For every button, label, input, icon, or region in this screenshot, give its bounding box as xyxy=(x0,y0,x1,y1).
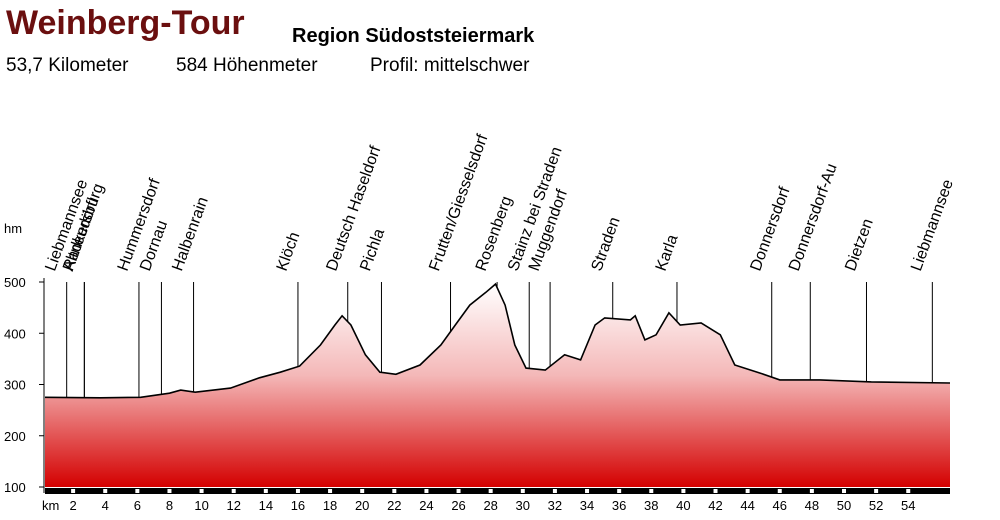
place-label: Pichla xyxy=(357,227,388,274)
place-label: Karla xyxy=(653,232,682,273)
x-tick-label: 36 xyxy=(612,498,626,513)
x-tick-label: 46 xyxy=(773,498,787,513)
x-tick xyxy=(681,489,686,493)
place-label: Donnersdorf-Au xyxy=(786,161,841,273)
x-tick-label: 48 xyxy=(805,498,819,513)
x-tick xyxy=(520,489,525,493)
x-tick xyxy=(745,489,750,493)
y-tick-label: 300 xyxy=(4,378,26,393)
x-tick-label: 8 xyxy=(166,498,173,513)
x-tick xyxy=(552,489,557,493)
place-label: Dietzen xyxy=(842,217,877,274)
x-tick-label: 42 xyxy=(708,498,722,513)
x-tick-label: 28 xyxy=(483,498,497,513)
x-tick xyxy=(231,489,236,493)
y-tick-label: 200 xyxy=(4,429,26,444)
x-axis-label: km xyxy=(42,498,59,513)
stat: 53,7 Kilometer xyxy=(6,55,129,76)
x-tick-label: 44 xyxy=(740,498,754,513)
stat: 584 Höhenmeter xyxy=(176,55,318,76)
profile-line xyxy=(44,282,951,399)
x-tick-label: 50 xyxy=(837,498,851,513)
x-tick xyxy=(103,489,108,493)
x-tick xyxy=(328,489,333,493)
x-tick xyxy=(263,489,268,493)
x-tick xyxy=(167,489,172,493)
place-label: Halbenrain xyxy=(169,195,211,274)
y-tick-label: 100 xyxy=(4,480,26,495)
place-label: Donnersdorf xyxy=(748,184,794,273)
x-tick xyxy=(71,489,76,493)
place-label: Klöch xyxy=(274,230,304,273)
x-tick-label: 38 xyxy=(644,498,658,513)
x-tick-label: 24 xyxy=(419,498,433,513)
chart-subtitle: Region Südoststeiermark xyxy=(292,25,535,47)
x-tick-label: 52 xyxy=(869,498,883,513)
x-tick xyxy=(842,489,847,493)
x-tick xyxy=(295,489,300,493)
x-tick-label: 10 xyxy=(194,498,208,513)
x-tick-label: 4 xyxy=(102,498,109,513)
chart-title: Weinberg-Tour xyxy=(6,4,245,42)
x-tick-label: 14 xyxy=(259,498,273,513)
x-tick xyxy=(488,489,493,493)
x-tick xyxy=(777,489,782,493)
x-tick-label: 18 xyxy=(323,498,337,513)
x-tick-label: 16 xyxy=(291,498,305,513)
profile-area xyxy=(45,284,950,487)
x-tick xyxy=(585,489,590,493)
x-tick-label: 54 xyxy=(901,498,915,513)
x-tick xyxy=(906,489,911,493)
x-tick xyxy=(360,489,365,493)
x-tick-label: 30 xyxy=(516,498,530,513)
x-tick xyxy=(456,489,461,493)
x-tick xyxy=(617,489,622,493)
y-axis-label: hm xyxy=(4,221,22,236)
x-tick xyxy=(392,489,397,493)
x-axis-bar xyxy=(45,488,950,494)
x-tick-label: 40 xyxy=(676,498,690,513)
x-tick xyxy=(135,489,140,493)
y-tick-label: 400 xyxy=(4,326,26,341)
x-tick-label: 6 xyxy=(134,498,141,513)
place-label: Liebmannsee xyxy=(908,177,957,273)
x-tick-label: 26 xyxy=(451,498,465,513)
x-tick-label: 2 xyxy=(69,498,76,513)
x-tick-label: 22 xyxy=(387,498,401,513)
y-tick-label: 500 xyxy=(4,275,26,290)
place-label: Straden xyxy=(589,215,624,273)
x-tick-label: 12 xyxy=(226,498,240,513)
x-tick xyxy=(809,489,814,493)
stat: Profil: mittelschwer xyxy=(370,55,530,76)
x-tick xyxy=(874,489,879,493)
x-tick xyxy=(199,489,204,493)
x-tick-label: 34 xyxy=(580,498,594,513)
x-tick xyxy=(713,489,718,493)
x-tick xyxy=(424,489,429,493)
x-tick-label: 32 xyxy=(548,498,562,513)
x-tick-label: 20 xyxy=(355,498,369,513)
x-tick xyxy=(649,489,654,493)
